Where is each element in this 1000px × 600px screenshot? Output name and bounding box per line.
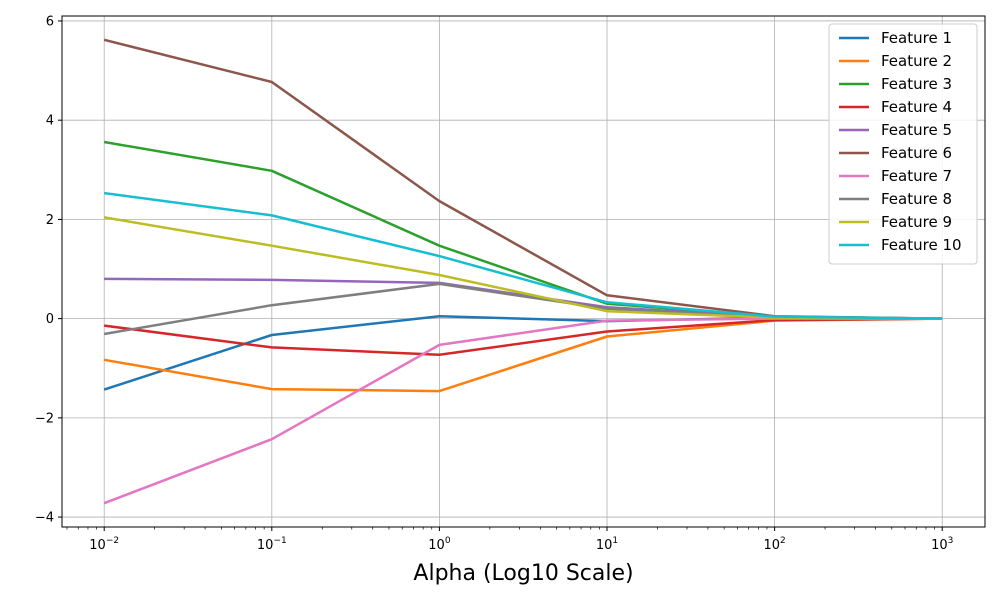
y-tick-label: 2 xyxy=(46,213,54,228)
x-tick-label: 101 xyxy=(596,536,618,553)
x-axis-title: Alpha (Log10 Scale) xyxy=(413,561,633,586)
series-line-4 xyxy=(104,317,943,357)
legend-label: Feature 3 xyxy=(881,75,952,93)
y-tick-label: 0 xyxy=(46,312,54,327)
y-tick-label: −4 xyxy=(35,511,54,526)
legend: Feature 1 Feature 2 Feature 3 Feature 4 Feat… xyxy=(828,23,978,265)
y-tick-label: −2 xyxy=(35,411,54,426)
legend-label: Feature 4 xyxy=(881,98,952,116)
legend-label: Feature 6 xyxy=(881,144,952,162)
x-tick-label: 103 xyxy=(931,536,953,553)
axis-ticks: 10−2 10−1 100 101 102 103 −4 −2 0 2 4 6 xyxy=(35,14,954,553)
x-tick-label: 102 xyxy=(763,536,785,553)
x-tick-label: 10−2 xyxy=(89,536,119,553)
series-line-10 xyxy=(104,191,943,320)
legend-label: Feature 8 xyxy=(881,190,952,208)
legend-label: Feature 5 xyxy=(881,121,952,139)
plot-frame xyxy=(61,15,986,528)
legend-label: Feature 9 xyxy=(881,213,952,231)
x-tick-label: 10−1 xyxy=(257,536,287,553)
series-lines xyxy=(103,38,943,505)
y-tick-label: 4 xyxy=(46,114,54,129)
legend-label: Feature 1 xyxy=(881,29,952,47)
legend-label: Feature 2 xyxy=(881,52,952,70)
legend-label: Feature 10 xyxy=(881,236,962,254)
legend-label: Feature 7 xyxy=(881,167,952,185)
y-tick-label: 6 xyxy=(46,14,54,29)
x-tick-label: 100 xyxy=(428,536,451,553)
